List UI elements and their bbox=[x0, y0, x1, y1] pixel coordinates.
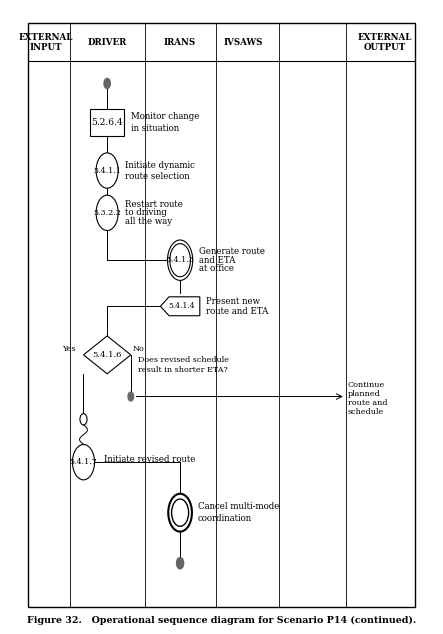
Text: route selection: route selection bbox=[125, 172, 190, 181]
Text: 5.2.6.4: 5.2.6.4 bbox=[91, 118, 123, 127]
Circle shape bbox=[168, 494, 192, 532]
Text: Initiate revised route: Initiate revised route bbox=[105, 455, 196, 464]
Circle shape bbox=[104, 79, 110, 89]
Text: 5.3.2.2: 5.3.2.2 bbox=[93, 209, 121, 217]
Text: route and ETA: route and ETA bbox=[206, 307, 268, 316]
Text: route and: route and bbox=[348, 399, 387, 407]
Text: Monitor change: Monitor change bbox=[131, 112, 199, 121]
Circle shape bbox=[73, 444, 94, 480]
Text: IVSAWS: IVSAWS bbox=[224, 38, 263, 47]
Text: and ETA: and ETA bbox=[198, 256, 235, 264]
Text: 5.4.1.4: 5.4.1.4 bbox=[169, 302, 195, 310]
Text: EXTERNAL
OUTPUT: EXTERNAL OUTPUT bbox=[358, 33, 412, 52]
Text: Continue: Continue bbox=[348, 381, 385, 389]
Circle shape bbox=[167, 240, 193, 280]
Text: EXTERNAL
INPUT: EXTERNAL INPUT bbox=[19, 33, 73, 52]
Text: Generate route: Generate route bbox=[198, 247, 264, 257]
Text: Does revised schedule: Does revised schedule bbox=[138, 356, 229, 364]
Circle shape bbox=[177, 557, 184, 569]
Text: all the way: all the way bbox=[125, 217, 172, 226]
Text: 5.4.1.3: 5.4.1.3 bbox=[166, 256, 194, 264]
Text: coordination: coordination bbox=[198, 515, 252, 524]
Text: DRIVER: DRIVER bbox=[88, 38, 127, 47]
Text: No: No bbox=[133, 344, 144, 353]
Circle shape bbox=[96, 153, 118, 188]
Circle shape bbox=[170, 243, 190, 277]
Polygon shape bbox=[160, 297, 200, 316]
Text: Present new: Present new bbox=[206, 297, 260, 306]
Polygon shape bbox=[83, 336, 131, 374]
Text: 5.4.1.1: 5.4.1.1 bbox=[93, 167, 121, 174]
Text: to driving: to driving bbox=[125, 209, 167, 217]
Text: 5.4.1.7: 5.4.1.7 bbox=[70, 458, 97, 466]
Text: schedule: schedule bbox=[348, 408, 384, 416]
Text: planned: planned bbox=[348, 390, 381, 398]
Text: Cancel multi-mode: Cancel multi-mode bbox=[198, 502, 279, 511]
Text: Yes: Yes bbox=[62, 344, 76, 353]
Circle shape bbox=[171, 499, 189, 526]
Circle shape bbox=[96, 195, 118, 231]
Text: Initiate dynamic: Initiate dynamic bbox=[125, 161, 195, 170]
Circle shape bbox=[80, 413, 87, 425]
Text: Figure 32.   Operational sequence diagram for Scenario P14 (continued).: Figure 32. Operational sequence diagram … bbox=[27, 616, 416, 624]
Text: IRANS: IRANS bbox=[164, 38, 196, 47]
Circle shape bbox=[128, 392, 134, 401]
Text: in situation: in situation bbox=[131, 124, 179, 133]
Text: at office: at office bbox=[198, 264, 233, 273]
Bar bbox=[90, 109, 124, 136]
Text: 5.4.1.6: 5.4.1.6 bbox=[93, 351, 122, 359]
Text: result in shorter ETA?: result in shorter ETA? bbox=[138, 366, 228, 374]
Text: Restart route: Restart route bbox=[125, 200, 183, 209]
